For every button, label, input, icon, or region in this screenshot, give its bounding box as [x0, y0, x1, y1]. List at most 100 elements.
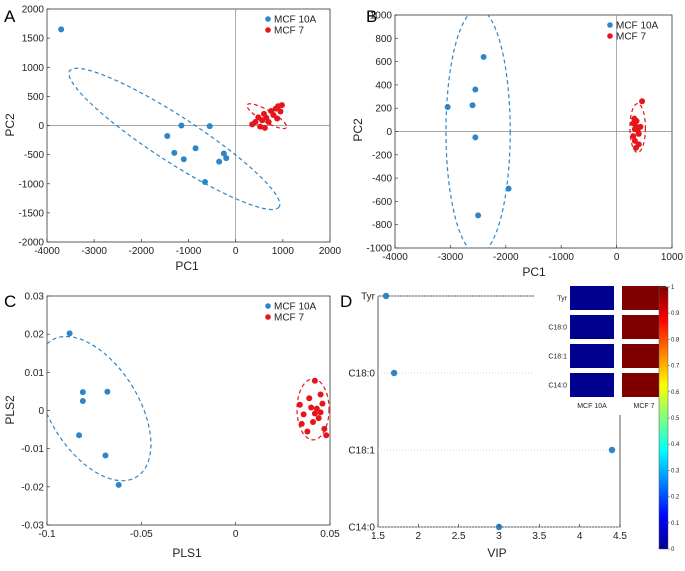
data-point-mcf7	[304, 428, 311, 435]
vip-point	[382, 292, 390, 300]
confidence-ellipse-mcf10a	[445, 15, 511, 248]
y-axis-label: PC2	[351, 118, 365, 142]
legend-marker	[265, 16, 271, 22]
y-tick-label: -600	[372, 197, 392, 208]
y-tick-label: -800	[372, 220, 392, 231]
data-point-mcf7	[277, 108, 284, 115]
panel-label: A	[4, 7, 16, 26]
x-tick-label: -0.05	[130, 529, 153, 540]
data-point-mcf7	[323, 432, 330, 439]
y-tick-label: 0	[38, 406, 44, 417]
x-tick-label: 3.5	[532, 531, 546, 542]
y-tick-label: -1500	[18, 208, 44, 219]
data-point-mcf7	[252, 119, 259, 126]
confidence-ellipse-mcf10a	[68, 67, 281, 211]
x-tick-label: 1000	[272, 246, 295, 257]
data-point-mcf7	[274, 115, 281, 122]
data-point-mcf7	[313, 405, 320, 412]
confidence-ellipse-mcf7	[629, 102, 647, 154]
data-point-mcf7	[317, 391, 324, 398]
legend-marker	[607, 33, 613, 39]
x-tick-label: 0	[614, 252, 620, 263]
panel-A: -4000 -3000 -2000 -1000 0 1000 2000 -2000 -1500 -…	[3, 5, 342, 274]
y-tick-label: 0	[386, 127, 392, 138]
x-tick-label: 0	[233, 529, 239, 540]
x-tick-label: 2	[416, 531, 422, 542]
data-point-mcf7	[311, 410, 318, 417]
data-point-mcf7	[311, 377, 318, 384]
x-axis-label: VIP	[487, 546, 506, 560]
heatmap-column-label: MCF 10A	[577, 403, 607, 410]
legend-marker	[265, 314, 271, 320]
colorbar-tick-label: 0.9	[671, 311, 680, 317]
colorbar-tick-label: 0.2	[671, 495, 680, 501]
y-axis-label: PLS2	[3, 395, 17, 425]
y-tick-label: -0.01	[21, 444, 44, 455]
y-tick-label: -0.03	[21, 521, 44, 532]
y-tick-label: C18:1	[348, 446, 375, 457]
data-point-mcf10a	[76, 432, 83, 439]
data-point-mcf7	[635, 130, 642, 137]
y-tick-label: 0.01	[25, 368, 45, 379]
plot-area	[58, 26, 288, 211]
confidence-ellipse-mcf10a	[47, 335, 152, 482]
data-point-mcf10a	[469, 102, 476, 109]
y-tick-label: C14:0	[348, 523, 375, 534]
heatmap-row-label: Tyr	[557, 296, 567, 303]
panel-C: -0.1 -0.05 0 0.05 -0.03 -0.02 -0.01 0 0.01 0.02 0.…	[3, 292, 340, 561]
heatmap-cell	[622, 373, 666, 397]
legend-marker	[265, 303, 271, 309]
x-tick-label: -4000	[382, 252, 408, 263]
colorbar-tick-label: 0.6	[671, 390, 680, 396]
heatmap-cell	[570, 286, 614, 310]
data-point-mcf7	[631, 137, 638, 144]
data-point-mcf7	[317, 409, 324, 416]
x-tick-label: 2.5	[452, 531, 466, 542]
y-tick-label: -1000	[366, 244, 392, 255]
heatmap-row-label: C18:1	[548, 354, 567, 361]
data-point-mcf10a	[79, 389, 86, 396]
colorbar-tick-label: 0.5	[671, 416, 680, 422]
y-tick-label: 1000	[370, 11, 393, 22]
y-tick-label: 500	[27, 92, 44, 103]
legend-marker	[265, 27, 271, 33]
data-point-mcf10a	[223, 155, 230, 162]
vip-point	[390, 369, 398, 377]
y-tick-label: -1000	[18, 179, 44, 190]
plot-frame	[46, 295, 331, 526]
y-axis-label: PC2	[3, 113, 17, 137]
x-tick-label: 4	[577, 531, 583, 542]
data-point-mcf7	[296, 401, 303, 408]
data-point-mcf7	[630, 133, 637, 140]
x-axis-label: PLS1	[172, 546, 202, 560]
heatmap-cell	[570, 373, 614, 397]
data-point-mcf10a	[79, 397, 86, 404]
y-tick-label: Tyr	[361, 292, 376, 303]
plot-area	[47, 330, 330, 488]
data-point-mcf10a	[104, 388, 111, 395]
data-point-mcf7	[633, 118, 640, 125]
y-tick-label: -200	[372, 150, 392, 161]
x-tick-label: 2000	[319, 246, 342, 257]
y-tick-label: -400	[372, 174, 392, 185]
data-point-mcf7	[315, 415, 322, 422]
colorbar-tick-label: 0	[671, 547, 675, 553]
x-tick-label: -1000	[548, 252, 574, 263]
legend-label: MCF 10A	[274, 15, 317, 26]
data-point-mcf7	[308, 404, 315, 411]
data-point-mcf7	[298, 420, 305, 427]
data-point-mcf10a	[472, 86, 479, 93]
data-point-mcf10a	[444, 104, 451, 111]
x-tick-label: 3	[496, 531, 502, 542]
colorbar-tick-label: 0.7	[671, 364, 680, 370]
legend-label: MCF 7	[274, 313, 304, 324]
data-point-mcf7	[319, 400, 326, 407]
legend-label: MCF 7	[274, 26, 304, 37]
data-point-mcf7	[632, 144, 639, 151]
data-point-mcf7	[310, 418, 317, 425]
heatmap-inset: Tyr C18:0 C18:1 C14:0 MCF 10A MCF 7 0 0.1 0.2 0.3…	[534, 283, 680, 553]
x-tick-label: -3000	[81, 246, 107, 257]
data-point-mcf7	[257, 123, 264, 130]
y-tick-label: 800	[375, 34, 392, 45]
heatmap-cell	[622, 344, 666, 368]
